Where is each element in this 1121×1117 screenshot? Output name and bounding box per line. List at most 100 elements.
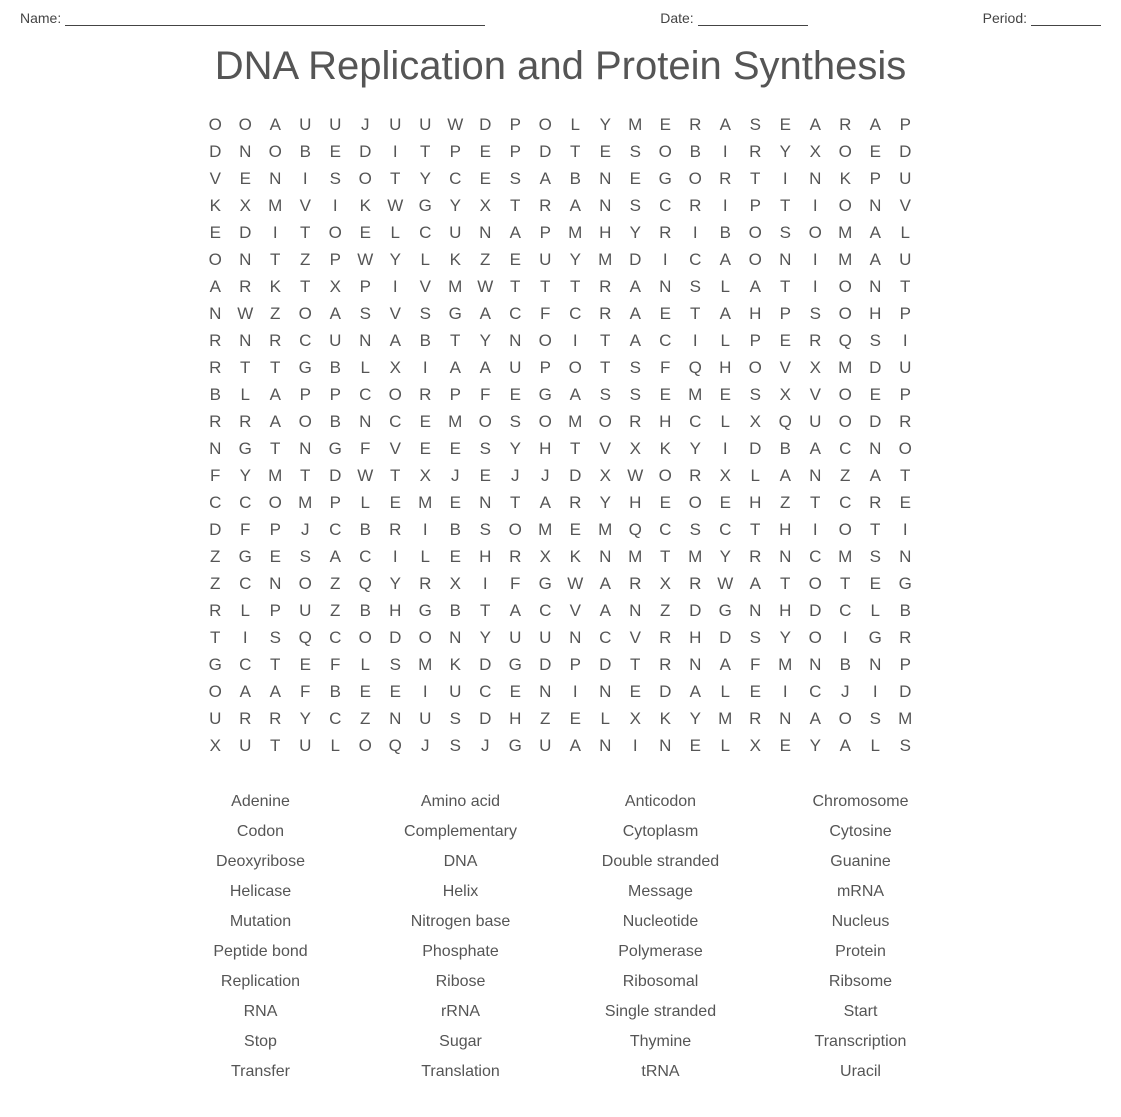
grid-cell: Y <box>801 732 831 759</box>
grid-cell: N <box>351 327 381 354</box>
grid-cell: R <box>531 192 561 219</box>
word-cell: Nitrogen base <box>361 907 561 937</box>
grid-cell: J <box>411 732 441 759</box>
grid-cell: E <box>741 678 771 705</box>
grid-cell: O <box>561 354 591 381</box>
grid-cell: T <box>801 489 831 516</box>
grid-cell: N <box>591 165 621 192</box>
grid-cell: S <box>891 732 921 759</box>
grid-cell: O <box>891 435 921 462</box>
grid-cell: J <box>291 516 321 543</box>
grid-cell: L <box>711 273 741 300</box>
word-row: StopSugarThymineTranscription <box>161 1027 961 1057</box>
word-cell: mRNA <box>761 877 961 907</box>
grid-cell: S <box>501 408 531 435</box>
grid-cell: G <box>231 543 261 570</box>
grid-cell: Q <box>831 327 861 354</box>
grid-cell: O <box>531 111 561 138</box>
grid-cell: Y <box>291 705 321 732</box>
grid-cell: B <box>321 678 351 705</box>
grid-cell: C <box>531 597 561 624</box>
grid-cell: S <box>441 732 471 759</box>
word-cell: Transfer <box>161 1057 361 1087</box>
grid-cell: N <box>621 597 651 624</box>
grid-cell: A <box>561 381 591 408</box>
date-blank-line[interactable] <box>698 12 808 26</box>
grid-cell: O <box>831 273 861 300</box>
letter-grid-container: OOAUUJUUWDPOLYMERASEARAPDNOBEDITPEPDTESO… <box>20 111 1101 759</box>
grid-cell: J <box>471 732 501 759</box>
name-blank-line[interactable] <box>65 12 485 26</box>
grid-cell: T <box>201 624 231 651</box>
grid-cell: B <box>411 327 441 354</box>
grid-row: RTTGBLXIAAUPOTSFQHOVXMDU <box>201 354 921 381</box>
grid-cell: S <box>411 300 441 327</box>
grid-cell: R <box>741 705 771 732</box>
grid-cell: O <box>411 624 441 651</box>
grid-cell: E <box>381 489 411 516</box>
grid-cell: R <box>801 327 831 354</box>
name-label: Name: <box>20 10 61 26</box>
word-cell: Double stranded <box>561 847 761 877</box>
grid-cell: G <box>411 597 441 624</box>
word-cell: Deoxyribose <box>161 847 361 877</box>
grid-cell: O <box>261 489 291 516</box>
grid-cell: N <box>351 408 381 435</box>
word-cell: tRNA <box>561 1057 761 1087</box>
grid-cell: R <box>621 570 651 597</box>
grid-cell: C <box>411 219 441 246</box>
grid-cell: E <box>651 111 681 138</box>
grid-cell: I <box>771 678 801 705</box>
grid-cell: R <box>201 597 231 624</box>
grid-cell: P <box>561 651 591 678</box>
grid-cell: V <box>411 273 441 300</box>
date-field: Date: <box>660 10 807 26</box>
grid-row: DFPJCBRIBSOMEMQCSCTHIOTI <box>201 516 921 543</box>
grid-cell: N <box>381 705 411 732</box>
grid-cell: U <box>441 219 471 246</box>
grid-cell: G <box>501 732 531 759</box>
grid-cell: T <box>381 462 411 489</box>
grid-cell: S <box>741 381 771 408</box>
grid-cell: O <box>801 219 831 246</box>
grid-cell: C <box>381 408 411 435</box>
grid-cell: U <box>501 354 531 381</box>
grid-cell: X <box>741 732 771 759</box>
grid-cell: T <box>741 516 771 543</box>
grid-cell: Y <box>381 570 411 597</box>
grid-cell: O <box>351 732 381 759</box>
grid-cell: R <box>411 570 441 597</box>
grid-cell: W <box>231 300 261 327</box>
grid-cell: T <box>501 489 531 516</box>
grid-cell: Z <box>201 570 231 597</box>
grid-cell: N <box>591 732 621 759</box>
grid-cell: H <box>471 543 501 570</box>
grid-row: OAAFBEEIUCENINEDALEICJID <box>201 678 921 705</box>
grid-cell: C <box>651 516 681 543</box>
grid-cell: Z <box>201 543 231 570</box>
grid-cell: E <box>861 570 891 597</box>
grid-cell: V <box>561 597 591 624</box>
grid-cell: D <box>591 651 621 678</box>
grid-cell: P <box>321 489 351 516</box>
grid-cell: V <box>591 435 621 462</box>
grid-cell: I <box>291 165 321 192</box>
grid-cell: S <box>381 651 411 678</box>
grid-cell: R <box>861 489 891 516</box>
grid-cell: I <box>381 543 411 570</box>
word-cell: Amino acid <box>361 787 561 817</box>
grid-cell: O <box>351 165 381 192</box>
grid-cell: C <box>591 624 621 651</box>
grid-cell: U <box>531 246 561 273</box>
grid-cell: I <box>561 678 591 705</box>
grid-cell: C <box>561 300 591 327</box>
grid-cell: M <box>561 408 591 435</box>
grid-cell: L <box>231 597 261 624</box>
period-blank-line[interactable] <box>1031 12 1101 26</box>
grid-cell: R <box>741 543 771 570</box>
word-cell: Polymerase <box>561 937 761 967</box>
grid-cell: A <box>711 651 741 678</box>
grid-cell: A <box>711 246 741 273</box>
grid-cell: E <box>471 138 501 165</box>
grid-cell: I <box>411 678 441 705</box>
